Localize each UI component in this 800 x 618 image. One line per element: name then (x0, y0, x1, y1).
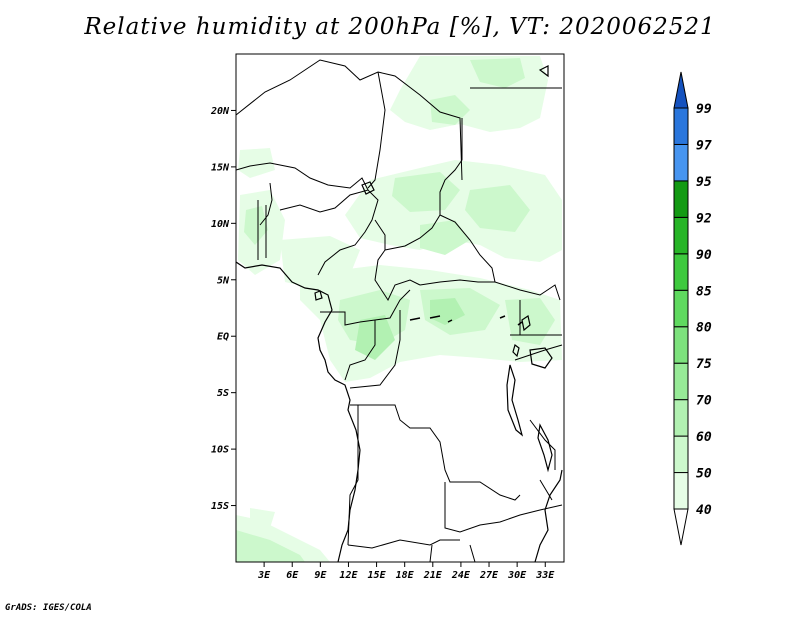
boundary-line (320, 289, 411, 326)
lon-tick-label: 9E (314, 570, 327, 581)
colorbar-level-label: 50 (696, 467, 712, 482)
lon-tick-label: 33E (535, 570, 555, 581)
coastlines (236, 65, 563, 562)
lake-kivu (512, 343, 520, 358)
colorbar-level-label: 85 (696, 284, 712, 299)
lat-tick-label: 15N (211, 162, 230, 173)
boundary-line (347, 405, 359, 546)
boundary-line (347, 539, 460, 549)
boundary-line (429, 544, 476, 562)
colorbar-level-label: 97 (696, 138, 712, 153)
humidity-region-westafrica (238, 148, 360, 290)
grads-credit: GrADS: IGES/COLA (5, 603, 92, 613)
colorbar: 40 50 60 70 75 80 85 90 92 95 97 99 (673, 71, 712, 546)
colorbar-min-triangle (673, 508, 689, 546)
humidity-shading (236, 56, 562, 562)
colorbar-box (673, 180, 689, 218)
lon-tick-label: 21E (423, 570, 443, 581)
bioko-island (314, 290, 323, 301)
boundary-line (419, 279, 561, 301)
boundary-line (367, 71, 386, 189)
boundary-line (344, 320, 376, 381)
lon-tick-label: 3E (257, 570, 271, 581)
river-congo (409, 315, 523, 326)
lake-chad (361, 181, 375, 195)
lake-tanganyika (506, 364, 524, 437)
colorbar-box (673, 253, 689, 291)
island-east (538, 65, 549, 78)
colorbar-level-label: 90 (696, 248, 712, 263)
colorbar-box (673, 107, 689, 145)
boundary-line (444, 482, 563, 533)
lat-tick-label: 5S (217, 388, 229, 399)
lon-tick-label: 6E (286, 570, 299, 581)
lon-tick-label: 15E (368, 570, 387, 581)
colorbar-level-label: 95 (696, 175, 712, 190)
colorbar-level-label: 40 (696, 503, 712, 518)
boundary-line (510, 300, 562, 336)
lon-tick-label: 24E (451, 570, 471, 581)
colorbar-level-label: 99 (696, 102, 712, 117)
boundary-line (514, 344, 563, 361)
lat-tick-label: EQ (217, 332, 229, 343)
colorbar-box (673, 362, 689, 401)
colorbar-box (673, 326, 689, 364)
boundary-line (279, 189, 379, 276)
lat-tick-label: 10S (211, 445, 229, 456)
colorbar-max-triangle (673, 71, 689, 109)
lon-tick-label: 27E (479, 570, 499, 581)
colorbar-level-label: 70 (696, 394, 712, 409)
colorbar-level-label: 92 (696, 211, 712, 226)
lat-tick-label: 10N (211, 219, 230, 230)
coastline-west (236, 261, 361, 562)
humidity-region-north (390, 56, 548, 132)
humidity-region-southwest (236, 508, 330, 562)
lake-victoria (529, 347, 553, 369)
lon-tick-label: 18E (396, 570, 415, 581)
lake-malawi (537, 423, 553, 473)
colorbar-box (673, 216, 689, 255)
lat-tick-label: 20N (210, 106, 230, 117)
boundary-line (349, 310, 401, 389)
humidity-region-sahel (345, 160, 562, 262)
colorbar-box (673, 143, 689, 182)
lon-tick-label: 30E (507, 570, 527, 581)
axis-labels: 20N 15N 10N 5N EQ 5S 10S 15S 3E 6E 9E 12E 15E 18E 21E 2… (210, 106, 555, 581)
map-title: Relative humidity at 200hPa [%], VT: 202… (84, 14, 716, 40)
boundary-line (236, 162, 369, 191)
boundary-line (259, 182, 273, 226)
humidity-region-central (300, 265, 562, 382)
boundary-line (350, 404, 521, 501)
lat-tick-label: 5N (217, 275, 230, 286)
colorbar-box (673, 289, 689, 328)
colorbar-level-label: 80 (696, 321, 712, 336)
colorbar-box (673, 472, 689, 510)
boundary-line (374, 219, 421, 302)
boundary-line (384, 214, 441, 251)
colorbar-box (673, 435, 689, 474)
boundary-line (257, 200, 267, 260)
colorbar-level-label: 75 (696, 357, 712, 372)
lake-albert (521, 315, 531, 332)
colorbar-level-label: 60 (696, 430, 712, 445)
coastline-east (534, 469, 563, 562)
lat-tick-label: 15S (211, 501, 229, 512)
axis-ticks (231, 109, 546, 567)
colorbar-box (673, 399, 689, 437)
boundary-line (236, 59, 463, 181)
lon-tick-label: 12E (339, 570, 358, 581)
map-frame (235, 53, 565, 563)
